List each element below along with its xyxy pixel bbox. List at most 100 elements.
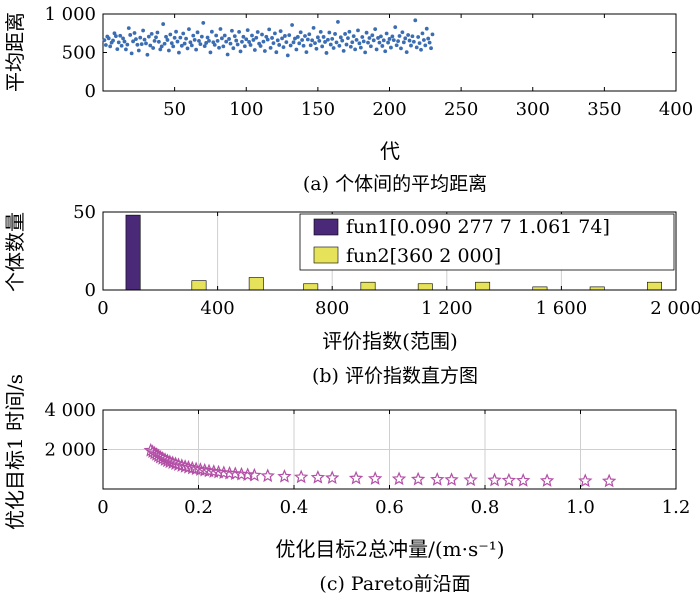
scatter-point [251, 38, 256, 42]
scatter-point [427, 40, 432, 45]
scatter-point [245, 28, 250, 32]
scatter-point [290, 23, 294, 27]
x-tick-label: 50 [163, 99, 186, 120]
y-tick-label: 1 000 [44, 4, 96, 25]
scatter-point [168, 32, 173, 37]
scatter-point [320, 44, 325, 49]
scatter-point [122, 39, 127, 44]
scatter-point [134, 37, 138, 42]
scatter-point [331, 46, 336, 50]
scatter-point [189, 43, 194, 48]
scatter-point [390, 34, 395, 39]
x-tick-label: 300 [516, 99, 550, 120]
scatter-point [271, 41, 276, 46]
pareto-star-point [325, 470, 340, 485]
scatter-point [159, 44, 164, 49]
scatter-point [324, 51, 329, 55]
scatter-point [295, 35, 300, 39]
scatter-point [228, 41, 233, 46]
scatter-point [394, 43, 399, 48]
scatter-point [285, 53, 290, 58]
panel-b-x-ticks: 0 400 800 1 200 1 600 2 000 [97, 212, 700, 319]
panel-c-xlabel: 优化目标2总冲量/(m·s⁻¹) [275, 537, 504, 561]
scatter-point [242, 44, 247, 49]
scatter-point [131, 39, 135, 44]
scatter-point [387, 37, 392, 41]
scatter-point [136, 48, 141, 53]
scatter-point [254, 35, 259, 40]
scatter-point [346, 36, 350, 41]
scatter-point [260, 32, 264, 37]
panel-c-x-ticks: 0 0.2 0.4 0.6 0.8 1.0 1.2 [97, 410, 690, 518]
scatter-point [201, 21, 206, 25]
scatter-point [417, 41, 422, 46]
scatter-point [413, 18, 418, 23]
scatter-point [379, 34, 383, 39]
pareto-star-point [188, 461, 204, 476]
panel-a-axes-frame [102, 13, 677, 92]
scatter-point [293, 36, 297, 41]
scatter-point [248, 43, 253, 47]
pareto-star-point [201, 463, 217, 478]
scatter-point [129, 51, 134, 56]
pareto-star-point [410, 471, 426, 486]
scatter-point [377, 40, 382, 45]
scatter-point [182, 41, 187, 46]
panel-c-caption: (c) Pareto前沿面 [319, 573, 470, 595]
scatter-point [403, 36, 408, 41]
scatter-point [315, 35, 320, 40]
scatter-point [400, 30, 405, 35]
y-tick-label: 0 [85, 81, 96, 102]
scatter-point [351, 34, 356, 39]
scatter-point [277, 43, 282, 47]
scatter-point [364, 30, 369, 35]
scatter-point [144, 41, 148, 46]
scatter-point [410, 34, 415, 39]
pareto-star-point [193, 462, 208, 476]
scatter-point [381, 38, 386, 43]
x-tick-label: 400 [200, 298, 234, 319]
scatter-point [407, 38, 412, 43]
scatter-point [126, 26, 131, 30]
scatter-point [397, 34, 402, 38]
scatter-point [409, 43, 413, 48]
x-tick-label: 250 [444, 99, 478, 120]
scatter-point [280, 36, 284, 41]
pareto-star-point [516, 473, 531, 487]
scatter-point [371, 38, 376, 43]
scatter-point [188, 40, 193, 45]
scatter-point [380, 44, 385, 48]
scatter-point [404, 50, 409, 55]
scatter-point [262, 49, 267, 53]
panel-c-grid [103, 410, 676, 489]
scatter-point [343, 32, 347, 36]
histogram-bar-2 [248, 277, 264, 291]
x-tick-label: 0.6 [375, 497, 404, 518]
scatter-point [128, 33, 133, 37]
scatter-point [165, 38, 170, 42]
pareto-star-point [247, 467, 262, 482]
scatter-point [155, 30, 160, 35]
scatter-point [373, 27, 378, 32]
scatter-point [344, 42, 349, 47]
scatter-point [323, 40, 327, 44]
scatter-point [241, 34, 246, 39]
scatter-point [406, 33, 411, 37]
scatter-point [119, 43, 124, 48]
scatter-point [125, 42, 130, 47]
x-tick-label: 400 [659, 99, 693, 120]
scatter-point [376, 36, 380, 40]
scatter-point [391, 38, 396, 43]
scatter-point [230, 28, 234, 33]
x-tick-label: 150 [301, 99, 335, 120]
pareto-star-point [206, 464, 221, 478]
scatter-point [333, 32, 337, 36]
scatter-point [284, 40, 289, 45]
scatter-point [270, 36, 274, 40]
scatter-point [414, 45, 419, 50]
scatter-point [138, 35, 143, 40]
legend-label-fun2: fun2[360 2 000] [346, 245, 501, 267]
scatter-point [195, 30, 200, 35]
scatter-point [194, 47, 199, 52]
scatter-point [411, 39, 416, 44]
